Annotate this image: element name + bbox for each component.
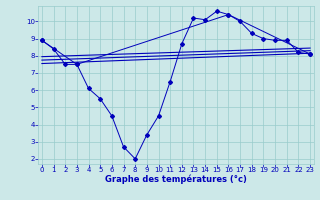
X-axis label: Graphe des températures (°c): Graphe des températures (°c) bbox=[105, 175, 247, 184]
